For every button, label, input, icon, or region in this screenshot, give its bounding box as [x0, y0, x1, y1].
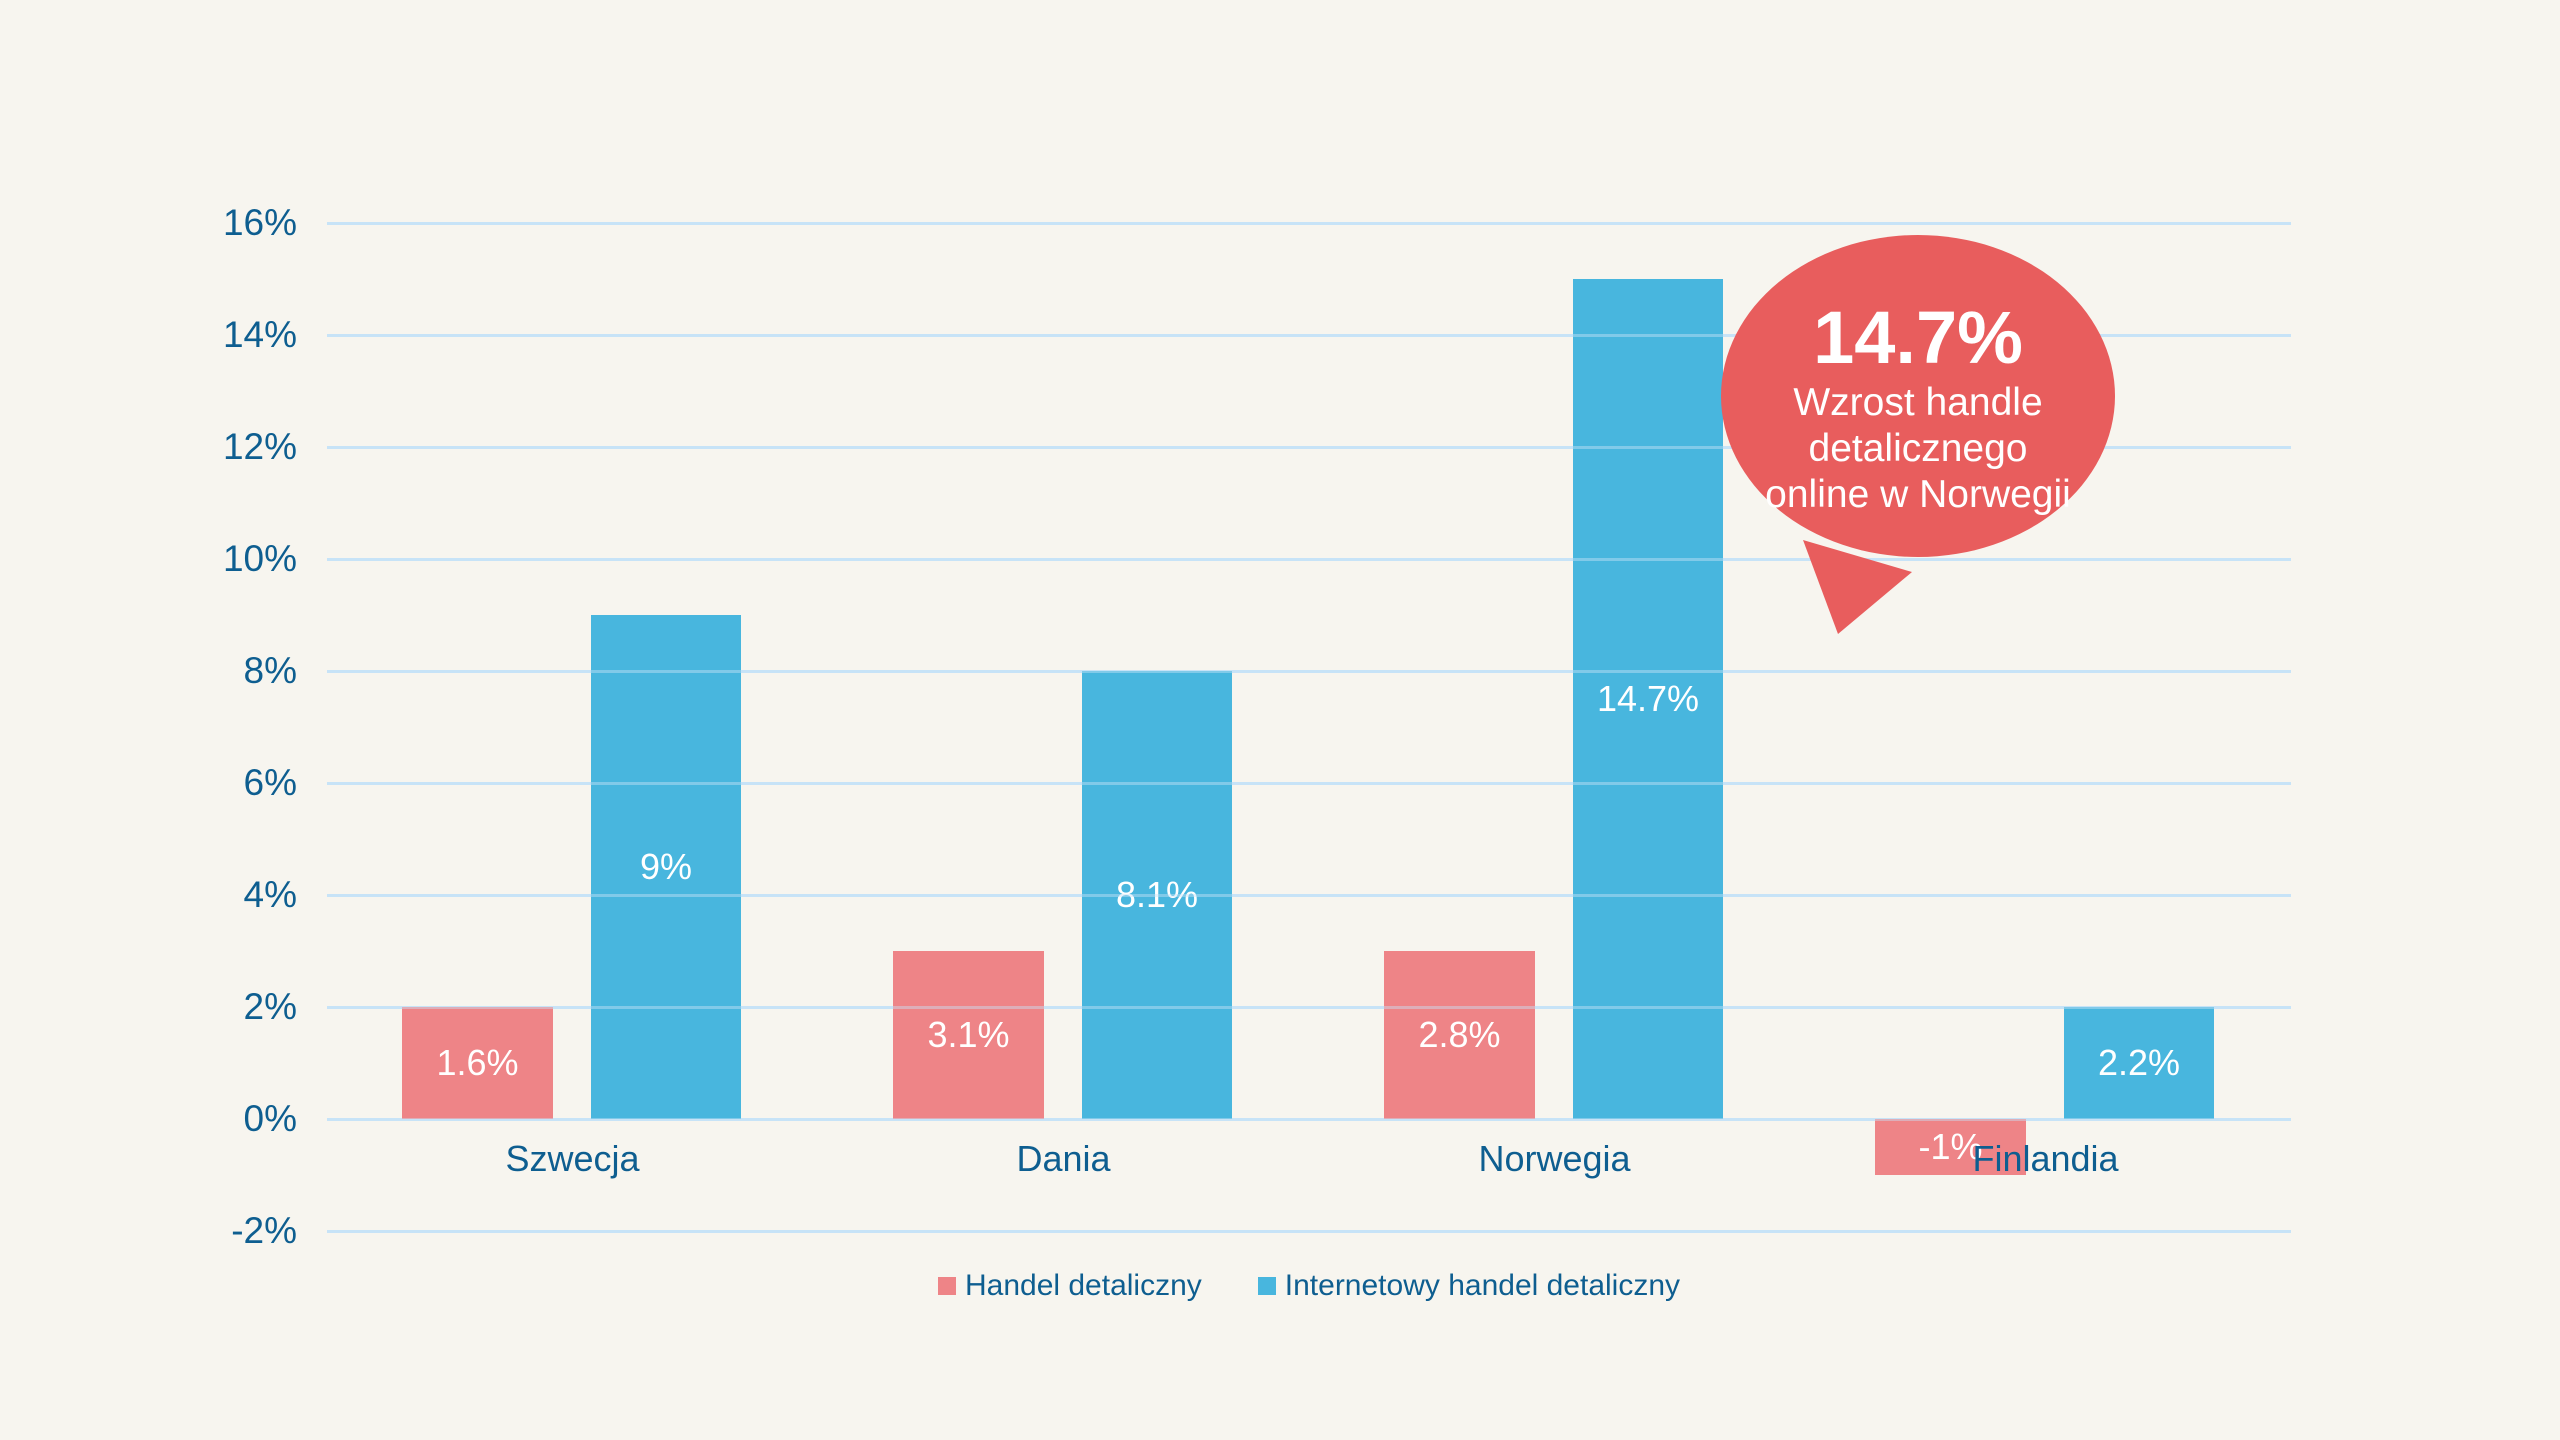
category-label: Szwecja — [505, 1138, 640, 1179]
bar-value-label: 2.2% — [2097, 1042, 2181, 1083]
gridline — [327, 334, 2291, 337]
gridline — [327, 558, 2291, 561]
callout-text: 14.7% Wzrost handle detalicznego online … — [1698, 296, 2138, 518]
legend-item: Internetowy handel detaliczny — [1257, 1268, 1681, 1304]
y-axis-tick-label: 0% — [243, 1098, 297, 1139]
gridline — [327, 782, 2291, 785]
y-axis-tick-label: 4% — [243, 874, 297, 915]
y-axis-tick-label: 2% — [243, 986, 297, 1027]
legend-label: Handel detaliczny — [964, 1269, 1202, 1302]
bar: 9% — [591, 615, 741, 1119]
gridline — [327, 446, 2291, 449]
legend-marker — [937, 1277, 956, 1295]
bar-value-label: -1% — [1918, 1126, 1983, 1167]
callout-line: detalicznego — [1808, 427, 2028, 470]
y-axis-tick-label: 14% — [222, 314, 297, 355]
category-label: Norwegia — [1478, 1138, 1631, 1179]
bar: 14.7% — [1573, 279, 1723, 1119]
legend: Handel detaliczny Internetowy handel deta… — [327, 1258, 2291, 1314]
bar: 8.1% — [1082, 671, 1232, 1119]
bar: 1.6% — [402, 1007, 553, 1119]
bar: 3.1% — [893, 951, 1044, 1119]
category-label: Dania — [1016, 1138, 1111, 1179]
gridline — [327, 894, 2291, 897]
gridline — [327, 1230, 2291, 1233]
bar-value-label: 14.7% — [1596, 678, 1700, 719]
y-axis-tick-label: 8% — [243, 650, 297, 691]
bar-value-label: 2.8% — [1418, 1014, 1501, 1055]
callout-line: Wzrost handle — [1793, 381, 2043, 424]
gridline — [327, 222, 2291, 225]
legend-item: Handel detaliczny — [937, 1268, 1202, 1304]
bar: 2.8% — [1384, 951, 1535, 1119]
bar: 2.2% — [2064, 1007, 2214, 1119]
bar: -1% — [1875, 1119, 2026, 1175]
y-axis-tick-label: 6% — [243, 762, 297, 803]
y-axis-tick-label: 12% — [222, 426, 297, 467]
bar-value-label: 1.6% — [436, 1042, 519, 1083]
y-axis-tick-label: -2% — [231, 1210, 297, 1251]
bar-value-label: 8.1% — [1115, 874, 1199, 915]
bar-value-label: 3.1% — [927, 1014, 1010, 1055]
legend-label: Internetowy handel detaliczny — [1284, 1269, 1681, 1302]
y-axis-tick-label: 16% — [222, 202, 297, 243]
callout-value: 14.7% — [1813, 296, 2023, 379]
legend-marker — [1257, 1277, 1276, 1295]
bar-value-label: 9% — [639, 846, 693, 887]
gridline — [327, 1118, 2291, 1121]
gridline — [327, 1006, 2291, 1009]
gridline — [327, 670, 2291, 673]
category-label: Finlandia — [1972, 1138, 2119, 1179]
y-axis-tick-label: 10% — [222, 538, 297, 579]
callout-line: online w Norwegii — [1765, 473, 2071, 516]
